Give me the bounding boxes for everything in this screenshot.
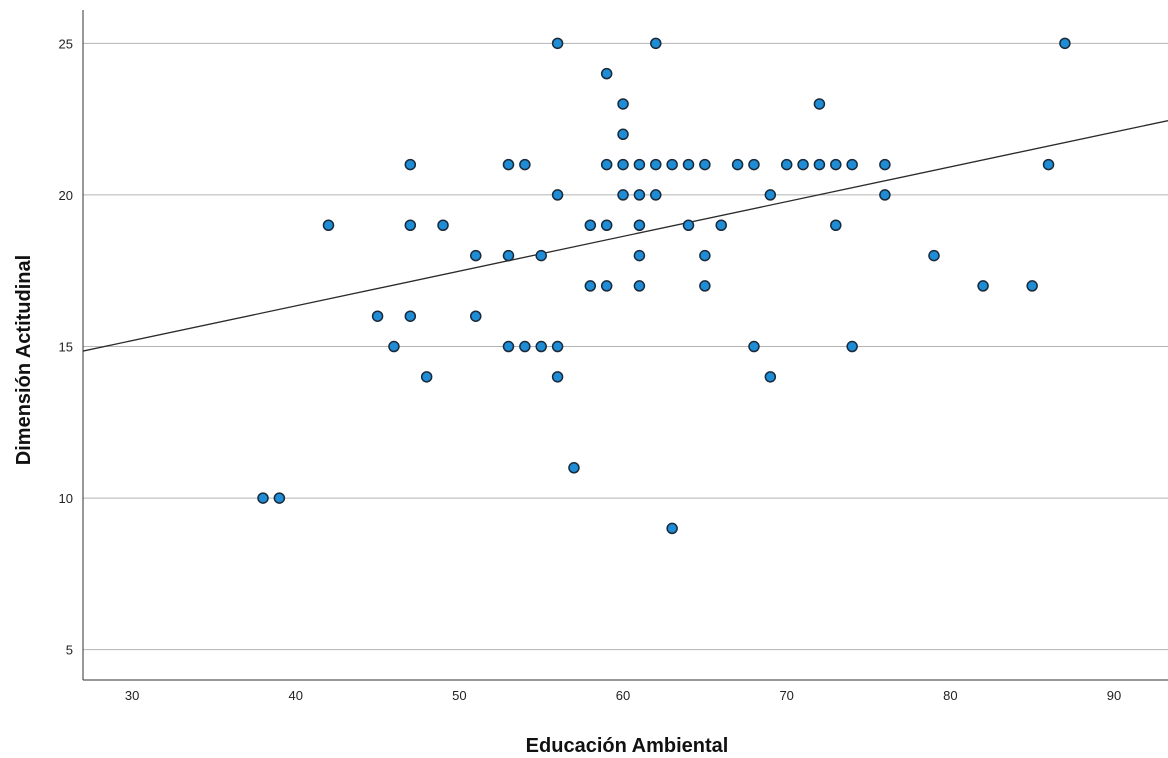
data-point [535, 249, 547, 262]
x-tick-label: 80 [943, 688, 957, 703]
x-tick-label: 60 [616, 688, 630, 703]
data-point [404, 158, 417, 171]
data-point [764, 189, 777, 201]
data-point [519, 158, 531, 171]
data-point [600, 280, 613, 292]
data-point [846, 340, 858, 353]
data-point [551, 371, 564, 383]
data-point [617, 189, 629, 201]
y-tick-label: 15 [59, 340, 73, 355]
data-point [617, 128, 629, 141]
data-point [470, 310, 482, 322]
y-tick-label: 5 [66, 643, 73, 658]
data-point [404, 219, 417, 231]
data-point [502, 158, 515, 171]
data-point [666, 522, 678, 535]
data-point [257, 492, 269, 504]
data-point [551, 189, 564, 201]
data-point [650, 189, 662, 201]
data-points [257, 37, 1071, 535]
data-point [633, 219, 646, 231]
data-point [748, 158, 760, 171]
y-tick-label: 25 [59, 36, 73, 51]
data-point [633, 158, 646, 171]
x-axis-title: Educación Ambiental [526, 735, 729, 757]
y-tick-label: 10 [59, 491, 73, 506]
data-point [600, 158, 613, 171]
data-point [731, 158, 744, 171]
x-tick-label: 70 [779, 688, 793, 703]
data-point [813, 158, 826, 171]
y-tick-labels: 5 10 15 20 25 [59, 36, 73, 657]
data-point [650, 37, 662, 50]
data-point [1042, 158, 1055, 171]
data-point [682, 158, 695, 171]
data-point [699, 280, 711, 292]
data-point [633, 280, 646, 292]
data-point [535, 340, 547, 353]
data-point [813, 98, 826, 110]
data-point [977, 280, 989, 292]
data-point [748, 340, 760, 353]
data-point [551, 340, 564, 353]
data-point [879, 158, 891, 171]
data-point [502, 340, 515, 353]
y-tick-label: 20 [59, 188, 73, 203]
data-point [666, 158, 678, 171]
data-point [519, 340, 531, 353]
data-point [420, 371, 433, 383]
data-point [617, 98, 629, 110]
data-point [846, 158, 858, 171]
data-point [371, 310, 384, 322]
y-axis-title: Dimensión Actitudinal [13, 255, 35, 465]
x-tick-labels: 30 40 50 60 70 80 90 [125, 688, 1121, 703]
data-point [600, 67, 613, 80]
data-point [764, 371, 777, 383]
fit-line [82, 120, 1168, 352]
axes [82, 10, 1168, 681]
fit-line-group [82, 120, 1168, 352]
data-point [273, 492, 286, 504]
data-point [715, 219, 727, 231]
x-tick-label: 40 [289, 688, 303, 703]
data-point [797, 158, 809, 171]
data-point [568, 462, 580, 474]
data-point [633, 249, 646, 262]
data-point [584, 219, 597, 231]
x-tick-label: 90 [1107, 688, 1121, 703]
data-point [879, 189, 891, 201]
data-point [1059, 37, 1071, 50]
x-tick-label: 50 [452, 688, 466, 703]
data-point [830, 158, 842, 171]
data-point [437, 219, 449, 231]
data-point [699, 158, 711, 171]
data-point [928, 249, 940, 262]
data-point [633, 189, 646, 201]
data-point [617, 158, 629, 171]
data-point [502, 249, 515, 262]
data-point [584, 280, 597, 292]
data-point [600, 219, 613, 231]
data-point [470, 249, 482, 262]
data-point [699, 249, 711, 262]
data-point [780, 158, 793, 171]
data-point [388, 340, 400, 353]
data-point [650, 158, 662, 171]
data-point [1026, 280, 1038, 292]
x-tick-label: 30 [125, 688, 139, 703]
data-point [830, 219, 842, 231]
data-point [682, 219, 695, 231]
data-point [404, 310, 417, 322]
data-point [322, 219, 335, 231]
data-point [551, 37, 564, 50]
